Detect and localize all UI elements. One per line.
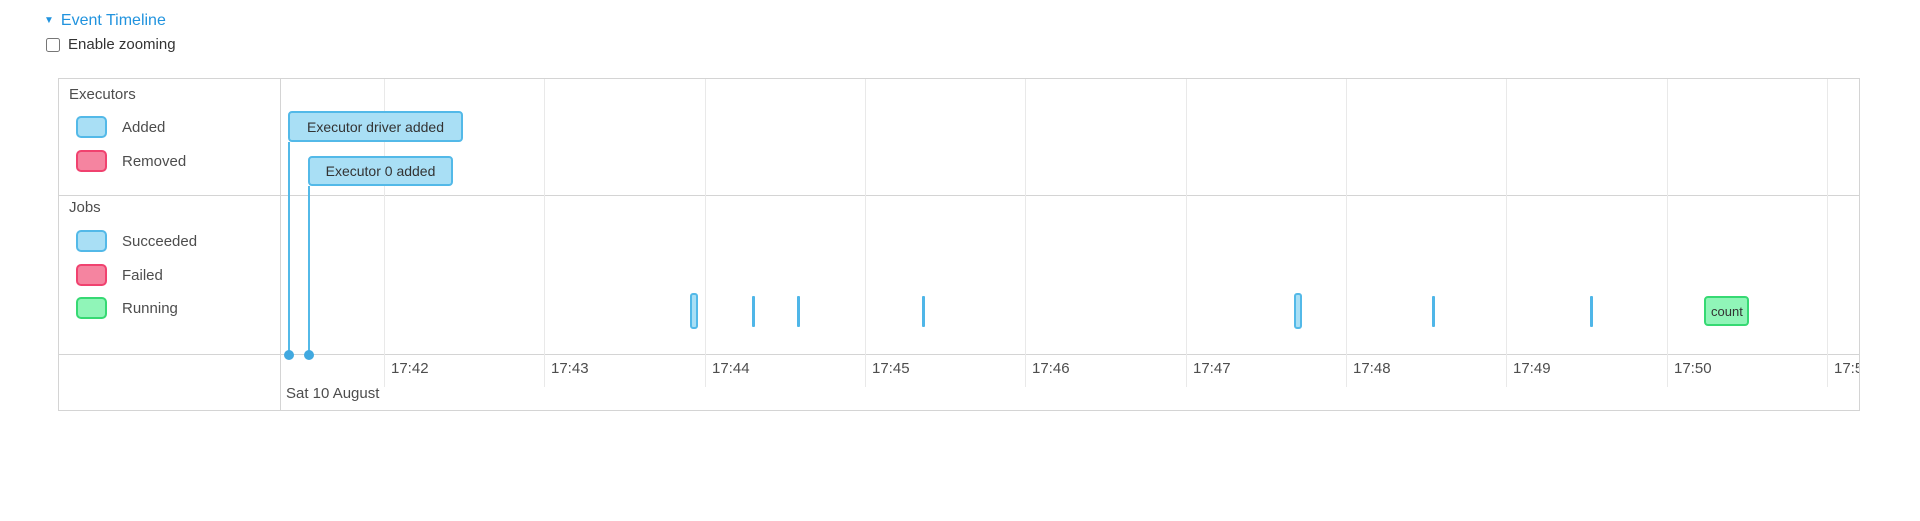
axis-minor-label: 17:49 [1513, 360, 1551, 377]
legend-swatch-added-icon [76, 116, 107, 138]
axis-gridline [1346, 79, 1347, 387]
legend-item-running: Running [76, 297, 178, 319]
legend-divider [280, 79, 281, 410]
job-item-succeeded[interactable] [797, 296, 800, 327]
axis-gridline [705, 79, 706, 387]
axis-gridline [1667, 79, 1668, 387]
chevron-down-icon: ▼ [44, 15, 54, 26]
legend-label: Removed [122, 152, 187, 170]
axis-minor-label: 17:47 [1193, 360, 1231, 377]
axis-major-label: Sat 10 August [286, 385, 380, 402]
legend-item-removed: Removed [76, 150, 186, 172]
legend-item-succeeded: Succeeded [76, 230, 197, 252]
axis-minor-label: 17:44 [712, 360, 750, 377]
legend-swatch-succeeded-icon [76, 230, 107, 252]
axis-minor-label: 17:48 [1353, 360, 1391, 377]
axis-minor-label: 17:42 [391, 360, 429, 377]
job-item-succeeded[interactable] [922, 296, 925, 327]
axis-gridline [1186, 79, 1187, 387]
enable-zooming-control[interactable]: Enable zooming [46, 36, 176, 53]
axis-line [59, 354, 1859, 355]
page-title: Event Timeline [60, 12, 166, 29]
legend-label: Succeeded [122, 232, 198, 250]
legend-swatch-running-icon [76, 297, 107, 319]
executor-item-dot [304, 350, 314, 360]
axis-gridline [1827, 79, 1828, 387]
job-item-succeeded[interactable] [1432, 296, 1435, 327]
enable-zooming-label: Enable zooming [68, 36, 176, 53]
axis-gridline [1025, 79, 1026, 387]
axis-minor-label: 17:51 [1834, 360, 1859, 377]
event-timeline-header[interactable]: ▼ Event Timeline [44, 12, 166, 30]
axis-gridline [1506, 79, 1507, 387]
job-item-succeeded[interactable] [690, 293, 698, 329]
axis-gridline [544, 79, 545, 387]
job-item-succeeded[interactable] [1590, 296, 1593, 327]
axis-minor-label: 17:43 [551, 360, 589, 377]
executor-item-line [308, 186, 310, 355]
axis-minor-label: 17:50 [1674, 360, 1712, 377]
executor-item[interactable]: Executor 0 added [308, 156, 453, 186]
axis-gridline [384, 79, 385, 387]
group-title-executors: Executors [69, 86, 136, 103]
executor-item[interactable]: Executor driver added [288, 111, 463, 142]
lane-divider [59, 195, 1859, 196]
legend-swatch-failed-icon [76, 264, 107, 286]
legend-item-failed: Failed [76, 264, 163, 286]
legend-item-added: Added [76, 116, 165, 138]
enable-zooming-checkbox[interactable] [46, 37, 60, 52]
legend-swatch-removed-icon [76, 150, 107, 172]
legend-label: Running [122, 299, 178, 317]
job-item-succeeded[interactable] [752, 296, 755, 327]
executor-item-dot [284, 350, 294, 360]
job-item-succeeded[interactable] [1294, 293, 1302, 329]
executor-item-line [288, 142, 290, 355]
legend-label: Added [122, 118, 166, 136]
legend-label: Failed [122, 266, 163, 284]
group-title-jobs: Jobs [69, 199, 101, 216]
axis-minor-label: 17:45 [872, 360, 910, 377]
event-timeline-chart: Executors Added Removed Jobs Succeeded F… [58, 78, 1860, 411]
job-item-running[interactable]: count [1704, 296, 1749, 326]
axis-minor-label: 17:46 [1032, 360, 1070, 377]
axis-gridline [865, 79, 866, 387]
